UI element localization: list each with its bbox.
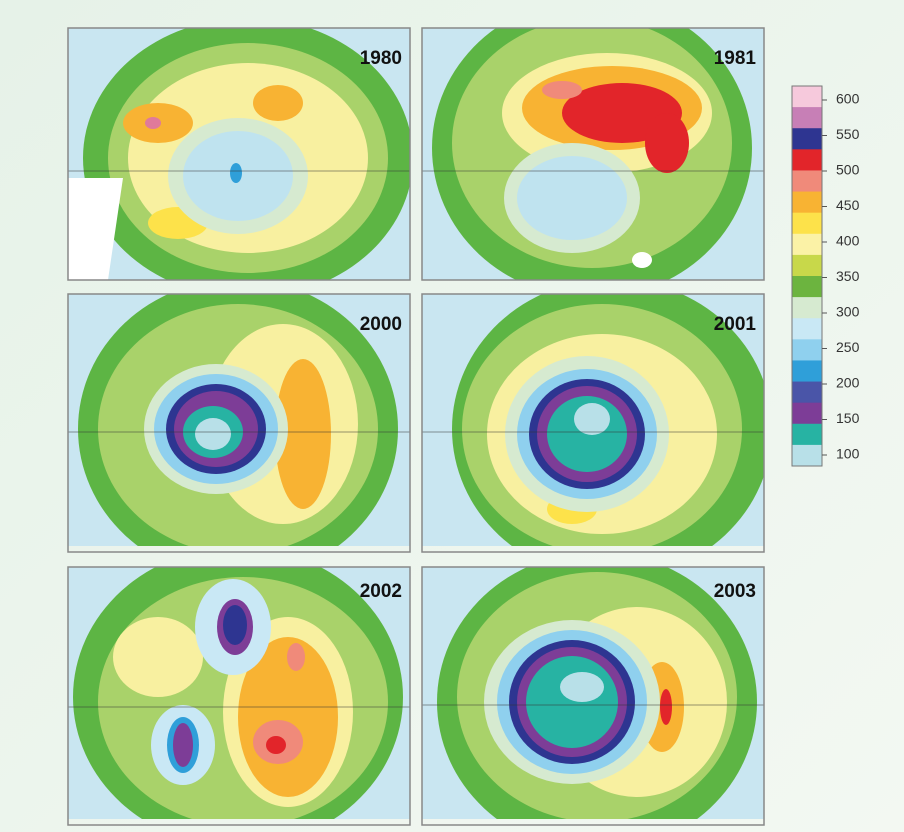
colorbar-tick-label: 400 [836,233,860,249]
colorbar-tick-label: 350 [836,268,860,284]
map-panel: 1981 [422,0,764,298]
colorbar-band [792,149,822,171]
colorbar-band [792,297,822,319]
figure: 1980 1981 2000 2001 [0,0,904,832]
colorbar-band [792,403,822,425]
colorbar-band [792,107,822,129]
panel-label: 1981 [714,48,757,69]
panel-label: 1980 [360,48,402,69]
panel-label: 2002 [360,581,402,602]
colorbar-tick-label: 150 [836,410,860,426]
colorbar-band [792,339,822,361]
colorbar-band [792,276,822,298]
colorbar-band [792,170,822,192]
colorbar-band [792,318,822,340]
colorbar-tick-label: 450 [836,197,860,213]
map-panel: 2001 [422,279,772,579]
map-panel: 2000 [68,279,410,579]
colorbar-tick-label: 100 [836,446,860,462]
colorbar-band [792,360,822,382]
panel-label: 2001 [714,314,757,335]
colorbar-band [792,234,822,256]
panel-label: 2003 [714,581,756,602]
page: 1980 1981 2000 2001 [0,0,904,832]
colorbar-band [792,424,822,446]
colorbar-band [792,192,822,214]
colorbar-band [792,445,822,467]
colorbar-band [792,255,822,277]
map-panel: 2003 [422,552,764,832]
colorbar-band [792,86,822,108]
colorbar-tick-label: 250 [836,339,860,355]
map-panel: 2002 [68,547,410,832]
colorbar-band [792,213,822,235]
panel-label: 2000 [360,314,402,335]
map-panel: 1980 [68,18,413,298]
colorbar-tick-label: 300 [836,304,860,320]
colorbar-tick-label: 200 [836,375,860,391]
colorbar-band [792,128,822,150]
colorbar-tick-label: 550 [836,126,860,142]
colorbar-band [792,382,822,404]
colorbar-tick-label: 600 [836,91,860,107]
colorbar-tick-label: 500 [836,162,860,178]
